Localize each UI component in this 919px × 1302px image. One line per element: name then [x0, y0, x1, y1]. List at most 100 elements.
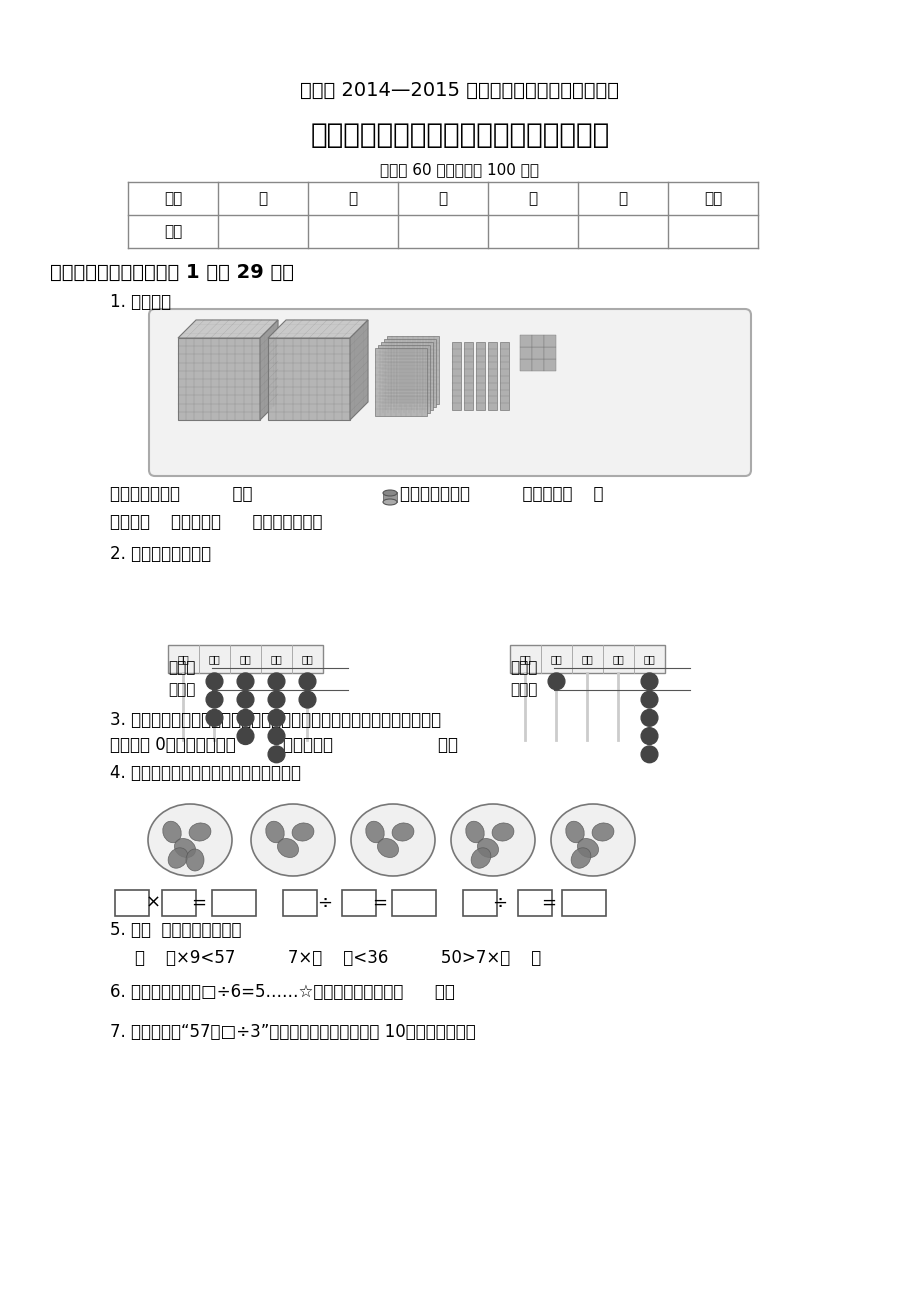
Text: 4. 看图列一个乘法算式和两个除法算式。: 4. 看图列一个乘法算式和两个除法算式。: [110, 764, 301, 783]
Text: 五: 五: [618, 191, 627, 206]
Bar: [382, 492, 397, 503]
Text: 个位: 个位: [301, 654, 313, 664]
Polygon shape: [267, 339, 349, 421]
Circle shape: [641, 691, 657, 708]
Circle shape: [237, 673, 254, 690]
Polygon shape: [349, 320, 368, 421]
Circle shape: [548, 673, 564, 690]
Text: 十位: 十位: [612, 654, 624, 664]
Ellipse shape: [477, 838, 498, 858]
Text: 百位: 百位: [239, 654, 251, 664]
Text: 千位: 千位: [209, 654, 221, 664]
Ellipse shape: [168, 848, 187, 868]
Bar: [562, 891, 606, 917]
Circle shape: [267, 673, 285, 690]
Text: 一: 一: [258, 191, 267, 206]
Bar: [517, 891, 551, 917]
Ellipse shape: [382, 490, 397, 496]
Text: 二: 二: [348, 191, 357, 206]
Text: 上图中一共有（          ）个: 上图中一共有（ ）个: [110, 486, 252, 503]
Circle shape: [641, 746, 657, 763]
Polygon shape: [177, 320, 278, 339]
Polygon shape: [260, 320, 278, 421]
Bar: [519, 335, 531, 348]
Polygon shape: [383, 339, 436, 408]
Text: 写作：: 写作：: [509, 660, 537, 676]
Ellipse shape: [291, 823, 313, 841]
Circle shape: [237, 710, 254, 727]
Circle shape: [299, 691, 315, 708]
Text: 四: 四: [528, 191, 537, 206]
Bar: [543, 359, 555, 371]
Bar: [499, 342, 508, 410]
Ellipse shape: [577, 838, 598, 858]
Ellipse shape: [175, 838, 196, 858]
Circle shape: [267, 691, 285, 708]
Ellipse shape: [550, 805, 634, 876]
Text: =: =: [541, 894, 556, 911]
Text: 写作：: 写作：: [168, 660, 195, 676]
Text: ÷: ÷: [492, 894, 507, 911]
Polygon shape: [375, 348, 426, 417]
Text: 题号: 题号: [164, 191, 182, 206]
Bar: [531, 359, 543, 371]
Bar: [168, 644, 323, 673]
Circle shape: [641, 728, 657, 745]
Circle shape: [641, 710, 657, 727]
Circle shape: [267, 746, 285, 763]
Text: 个位: 个位: [643, 654, 654, 664]
Text: 5. 在（  ）填上最大的数。: 5. 在（ ）填上最大的数。: [110, 921, 242, 939]
Ellipse shape: [382, 499, 397, 505]
Bar: [519, 348, 531, 359]
FancyBboxPatch shape: [149, 309, 750, 477]
Ellipse shape: [565, 822, 584, 842]
Bar: [463, 342, 472, 410]
Text: 万位: 万位: [519, 654, 531, 664]
Circle shape: [641, 673, 657, 690]
Text: 读作：: 读作：: [509, 682, 537, 698]
Ellipse shape: [465, 822, 483, 842]
Text: 。这个数是由（          ）个千、（    ）: 。这个数是由（ ）个千、（ ）: [400, 486, 603, 503]
Text: （时间 60 分钟，满分 100 分）: （时间 60 分钟，满分 100 分）: [380, 163, 539, 177]
Ellipse shape: [251, 805, 335, 876]
Circle shape: [299, 673, 315, 690]
Text: 7. 小明在计算“57－□÷3”时先算减再除，结果等于 10。此题的正确结: 7. 小明在计算“57－□÷3”时先算减再除，结果等于 10。此题的正确结: [110, 1023, 475, 1042]
Bar: [451, 342, 460, 410]
Ellipse shape: [391, 823, 414, 841]
Text: 小学二年级数学综合评价试题（人教版）: 小学二年级数学综合评价试题（人教版）: [310, 121, 609, 148]
Text: （    ）×9<57          7×（    ）<36          50>7×（    ）: （ ）×9<57 7×（ ）<36 50>7×（ ）: [135, 949, 540, 967]
Circle shape: [237, 728, 254, 745]
Bar: [283, 891, 317, 917]
Ellipse shape: [450, 805, 535, 876]
Text: 泊头市 2014—2015 学年度第二学期教学质量评估: 泊头市 2014—2015 学年度第二学期教学质量评估: [301, 81, 618, 99]
Text: 总分: 总分: [703, 191, 721, 206]
Text: 千位: 千位: [550, 654, 562, 664]
Ellipse shape: [377, 838, 398, 858]
Circle shape: [267, 710, 285, 727]
Text: 3. 一个四位数，最高位上是最大的一位数，十位上是最小的一位数，其余: 3. 一个四位数，最高位上是最大的一位数，十位上是最小的一位数，其余: [110, 711, 440, 729]
Text: 个百、（    ）个十和（      ）个一组成的。: 个百、（ ）个十和（ ）个一组成的。: [110, 513, 323, 531]
Text: 各位都是 0，这个数写作（         ），读作（                    ）。: 各位都是 0，这个数写作（ ），读作（ ）。: [110, 736, 458, 754]
Text: =: =: [191, 894, 206, 911]
Bar: [475, 342, 484, 410]
Text: 得分: 得分: [164, 224, 182, 240]
Bar: [543, 348, 555, 359]
Ellipse shape: [366, 822, 384, 842]
Ellipse shape: [188, 823, 210, 841]
Text: 读作：: 读作：: [168, 682, 195, 698]
Bar: [531, 335, 543, 348]
Ellipse shape: [186, 849, 204, 871]
Polygon shape: [387, 336, 438, 404]
Text: 三: 三: [438, 191, 447, 206]
Bar: [115, 891, 149, 917]
Bar: [531, 348, 543, 359]
Text: 十位: 十位: [270, 654, 282, 664]
Polygon shape: [380, 342, 433, 410]
Text: =: =: [372, 894, 387, 911]
Ellipse shape: [163, 822, 181, 842]
Circle shape: [237, 691, 254, 708]
Ellipse shape: [571, 848, 590, 868]
Circle shape: [267, 728, 285, 745]
Bar: [462, 891, 496, 917]
Bar: [543, 335, 555, 348]
